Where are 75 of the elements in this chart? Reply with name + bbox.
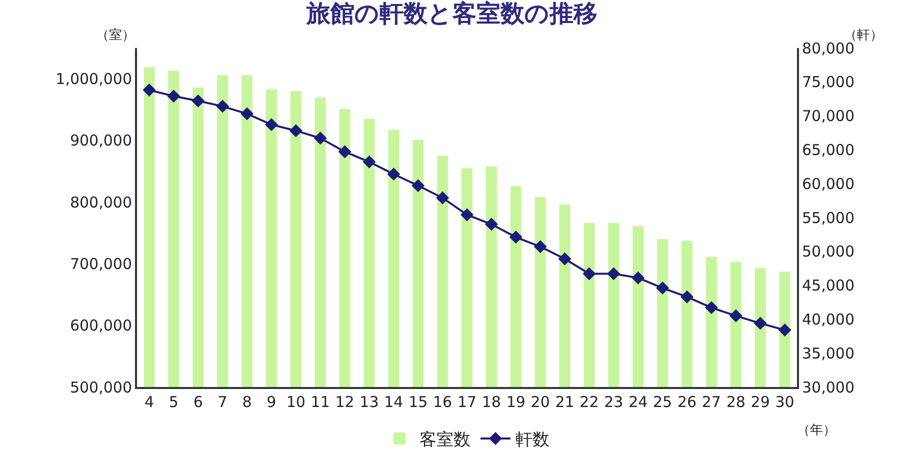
y-axis-title: （室）	[96, 27, 135, 43]
y2-tick-label: 50,000	[802, 242, 854, 261]
x-tick-label: 27	[702, 393, 721, 411]
point	[509, 230, 522, 244]
point	[167, 90, 180, 103]
legend-label: 客室数	[420, 430, 470, 450]
point	[240, 107, 254, 120]
x-tick-label: 18	[482, 393, 501, 411]
x-tick-label: 13	[360, 393, 379, 411]
point	[582, 267, 596, 280]
point	[387, 168, 400, 181]
legend-label: 軒数	[516, 430, 550, 450]
y2-tick-label: 60,000	[802, 174, 854, 193]
x-tick-label: 7	[218, 393, 228, 411]
y2-tick-label: 70,000	[802, 107, 854, 126]
y2-tick-label: 35,000	[802, 344, 854, 362]
point	[704, 301, 718, 314]
y-tick-label: 800,000	[70, 193, 132, 212]
x-tick-label: 26	[677, 393, 697, 411]
y2-tick-label: 30,000	[802, 378, 854, 396]
point	[680, 290, 694, 304]
y-tick-label: 900,000	[70, 132, 132, 150]
point	[436, 191, 450, 204]
x-tick-label: 22	[580, 393, 599, 411]
x-axis-title: （年）	[797, 423, 836, 438]
y-tick-label: 700,000	[70, 254, 132, 273]
point	[729, 309, 742, 322]
x-tick-label: 8	[242, 393, 252, 411]
point	[338, 145, 352, 158]
point	[412, 179, 425, 192]
point	[216, 100, 230, 113]
x-tick-label: 20	[530, 393, 550, 411]
x-tick-label: 15	[408, 393, 428, 411]
point	[607, 267, 620, 280]
y-tick-label: 1,000,000	[56, 70, 132, 88]
x-tick-label: 6	[193, 393, 203, 411]
x-tick-label: 11	[310, 393, 330, 411]
x-tick-label: 10	[286, 393, 306, 411]
y2-tick-label: 75,000	[802, 73, 854, 92]
x-tick-label: 24	[628, 393, 648, 411]
point	[632, 271, 645, 284]
y2-tick-label: 55,000	[802, 208, 854, 227]
x-tick-label: 14	[384, 393, 404, 411]
point	[534, 240, 547, 254]
y2-tick-label: 65,000	[802, 140, 854, 159]
chart-title: 旅館の軒数と客室数の推移	[306, 0, 598, 28]
point	[314, 132, 327, 145]
point	[264, 118, 278, 132]
point	[558, 252, 572, 266]
x-tick-label: 19	[506, 393, 526, 411]
point	[142, 84, 156, 97]
x-tick-label: 12	[335, 393, 354, 411]
y2-tick-label: 45,000	[802, 276, 854, 295]
y2-tick-label: 40,000	[802, 310, 854, 328]
point	[192, 94, 205, 108]
x-tick-label: 21	[555, 393, 574, 411]
point	[754, 316, 767, 330]
point	[289, 124, 302, 138]
point	[484, 218, 498, 231]
x-tick-label: 9	[266, 393, 276, 411]
y-tick-label: 500,000	[70, 378, 132, 396]
x-tick-label: 29	[750, 393, 770, 411]
x-tick-label: 23	[604, 393, 624, 411]
x-tick-label: 5	[168, 393, 178, 411]
y-tick-label: 600,000	[70, 316, 132, 335]
x-tick-label: 16	[433, 393, 452, 411]
point	[460, 208, 474, 222]
x-tick-label: 28	[726, 393, 746, 411]
x-tick-label: 17	[457, 393, 477, 411]
point	[778, 324, 792, 337]
x-tick-label: 25	[653, 393, 672, 411]
point	[362, 155, 376, 168]
x-tick-label: 30	[775, 393, 794, 411]
point	[656, 282, 670, 295]
x-tick-label: 4	[144, 393, 154, 411]
